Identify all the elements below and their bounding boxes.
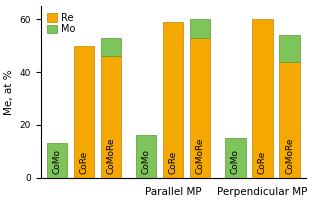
Bar bbox=[74, 46, 94, 178]
Bar bbox=[163, 22, 183, 178]
Text: CoMoRe: CoMoRe bbox=[196, 137, 205, 174]
Y-axis label: Me, at %: Me, at % bbox=[4, 69, 14, 115]
Bar bbox=[136, 136, 156, 178]
Bar bbox=[225, 138, 246, 178]
Text: CoMoRe: CoMoRe bbox=[106, 137, 115, 174]
Bar bbox=[190, 19, 210, 38]
Text: CoMo: CoMo bbox=[231, 149, 240, 174]
Bar bbox=[190, 38, 210, 178]
Bar bbox=[252, 19, 273, 178]
Text: CoRe: CoRe bbox=[79, 150, 88, 174]
Text: CoRe: CoRe bbox=[169, 150, 178, 174]
Legend: Re, Mo: Re, Mo bbox=[46, 11, 77, 36]
Text: Parallel MP: Parallel MP bbox=[145, 187, 202, 197]
Text: CoMoRe: CoMoRe bbox=[285, 137, 294, 174]
Bar bbox=[101, 38, 121, 56]
Bar bbox=[47, 143, 67, 178]
Text: CoMo: CoMo bbox=[52, 149, 61, 174]
Text: CoRe: CoRe bbox=[258, 150, 267, 174]
Bar bbox=[279, 35, 300, 62]
Bar bbox=[101, 56, 121, 178]
Bar bbox=[279, 62, 300, 178]
Text: Perpendicular MP: Perpendicular MP bbox=[217, 187, 308, 197]
Text: CoMo: CoMo bbox=[142, 149, 151, 174]
